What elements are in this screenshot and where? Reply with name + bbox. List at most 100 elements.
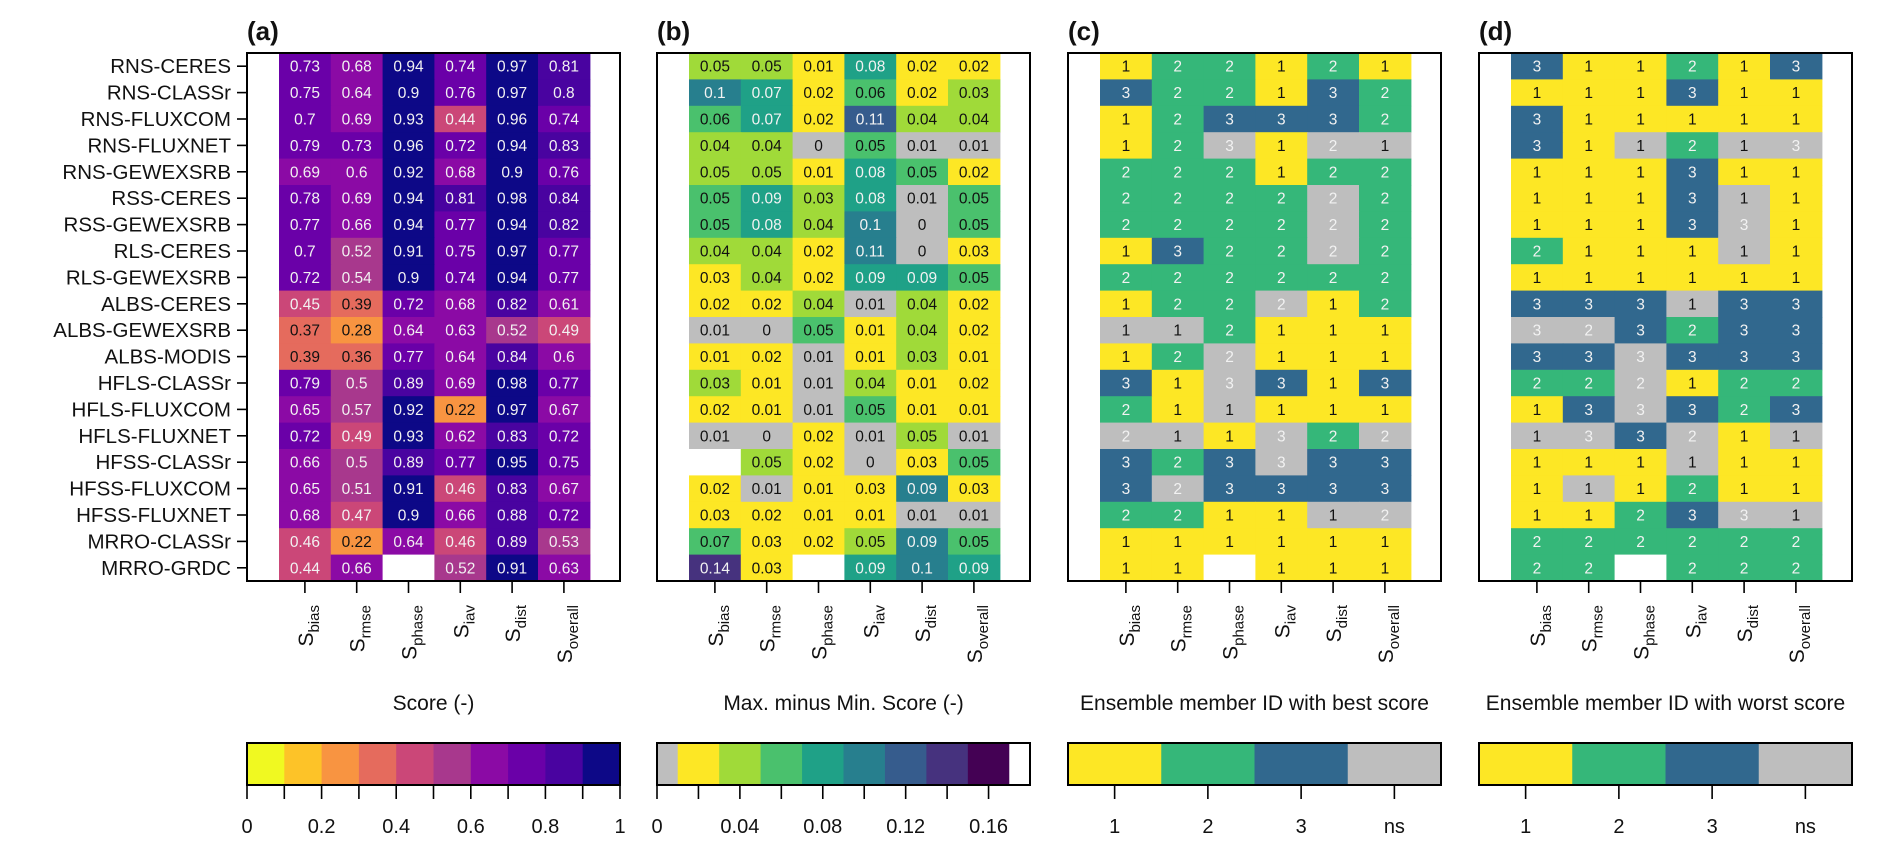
x-tick-label: Siav [860,605,888,639]
heatmap-cell [792,264,845,292]
cell-value-label: 0.74 [445,270,476,287]
heatmap-cell [948,343,1001,371]
cell-value-label: 1 [1381,402,1390,419]
cell-value-label: 1 [1636,217,1645,234]
cell-value-label: 0.06 [855,85,885,102]
cell-value-label: 3 [1792,323,1801,340]
x-tick-label: Soverall [1786,605,1814,663]
x-tick-label: Sdist [1323,604,1351,642]
heatmap-cell [1718,501,1771,529]
cell-value-label: 2 [1329,244,1338,261]
cell-value-label: 2 [1225,85,1234,102]
cell-value-label: 3 [1277,481,1286,498]
y-tick-label: RNS-FLUXNET [87,134,231,157]
heatmap-cell [1255,528,1308,556]
cell-value-label: 3 [1533,349,1542,366]
cell-value-label: 2 [1533,560,1542,577]
cell-value-label: 0.03 [959,85,989,102]
x-tick-label: Sdist [1734,604,1762,642]
heatmap-cell [792,290,845,318]
cell-value-label: 0.66 [290,455,320,472]
heatmap-cell [1770,528,1823,556]
x-tick-label: Sbias [705,605,733,647]
cell-value-label: 0.02 [959,296,989,313]
heatmap-cell [382,449,435,476]
heatmap-cell [538,343,591,371]
cell-value-label: 0.02 [959,164,989,181]
cell-value-label: 0.04 [803,296,834,313]
cell-value-label: 0.94 [393,191,424,208]
cell-value-label: 3 [1122,481,1131,498]
cell-value-label: 0.05 [700,164,730,181]
x-tick-label-subscript: dist [923,604,940,628]
heatmap-cell [1307,449,1360,476]
cell-value-label: 2 [1792,534,1801,551]
cell-value-label: 3 [1225,376,1234,393]
heatmap-cell [1718,211,1771,239]
cell-value-label: 0.68 [290,508,320,525]
cell-value-label: 2 [1173,112,1182,129]
cell-value-label: 1 [1122,138,1131,155]
cell-value-label: 2 [1636,376,1645,393]
colorbar-segment [657,743,679,785]
heatmap-cell [948,237,1001,265]
colorbar-segment [582,743,621,785]
heatmap-cell [1718,554,1771,582]
heatmap-cell [792,132,845,160]
heatmap-cell [1666,528,1719,556]
heatmap-cell [1718,132,1771,160]
cell-value-label: 1 [1277,402,1286,419]
heatmap-cell [1100,554,1153,582]
cell-value-label: 1 [1740,164,1749,181]
cell-value-label: 3 [1225,455,1234,472]
heatmap-cell [486,396,539,424]
heatmap-cell [1614,528,1667,556]
heatmap-cell [689,343,742,371]
cell-value-label: 1 [1584,244,1593,261]
heatmap-cell [486,317,539,344]
heatmap-cell [689,264,742,292]
cell-value-label: 1 [1122,349,1131,366]
cell-value-label: 0.46 [290,534,320,551]
colorbar-tick-label: 0.16 [969,816,1008,838]
heatmap-cell [434,396,487,424]
cell-value-label: 0.66 [342,217,372,234]
heatmap-cell [1718,237,1771,265]
cell-value-label: 0.02 [700,296,730,313]
cell-value-label: 2 [1225,59,1234,76]
cell-value-label: 3 [1584,428,1593,445]
cell-value-label: 1 [1533,455,1542,472]
cell-value-label: 0.6 [346,164,368,181]
cell-value-label: 1 [1329,296,1338,313]
heatmap-cell [330,396,384,424]
cell-value-label: 3 [1636,349,1645,366]
cell-value-label: 1 [1533,164,1542,181]
heatmap-cell [434,237,487,265]
cell-value-label: 0.97 [497,402,527,419]
heatmap-cell [896,528,949,556]
x-tick-label-subscript: bias [1127,605,1144,633]
cell-value-label: 2 [1173,270,1182,287]
cell-value-label: 0.04 [803,217,834,234]
cell-value-label: 0.03 [907,349,937,366]
cell-value-label: 0.67 [549,402,579,419]
heatmap-cell [486,554,539,582]
heatmap-cell [1359,158,1412,186]
cell-value-label: 3 [1225,138,1234,155]
heatmap-cell [1307,501,1360,529]
cell-value-label: 2 [1533,534,1542,551]
heatmap-cell [1666,264,1719,292]
heatmap-cell [1100,396,1153,424]
heatmap-cell [1770,53,1823,80]
cell-value-label: 0.91 [393,481,423,498]
heatmap-cell [486,211,539,239]
heatmap-cell [1100,237,1153,265]
y-tick-label: HFLS-FLUXNET [78,425,231,448]
cell-value-label: 1 [1225,402,1234,419]
cell-value-label: 1 [1636,191,1645,208]
heatmap-cell [1359,211,1412,239]
heatmap-cell [1562,105,1616,133]
colorbar-tick-label: 1 [1109,816,1120,838]
cell-value-label: 0.08 [855,59,885,76]
heatmap-cell [1359,343,1412,371]
